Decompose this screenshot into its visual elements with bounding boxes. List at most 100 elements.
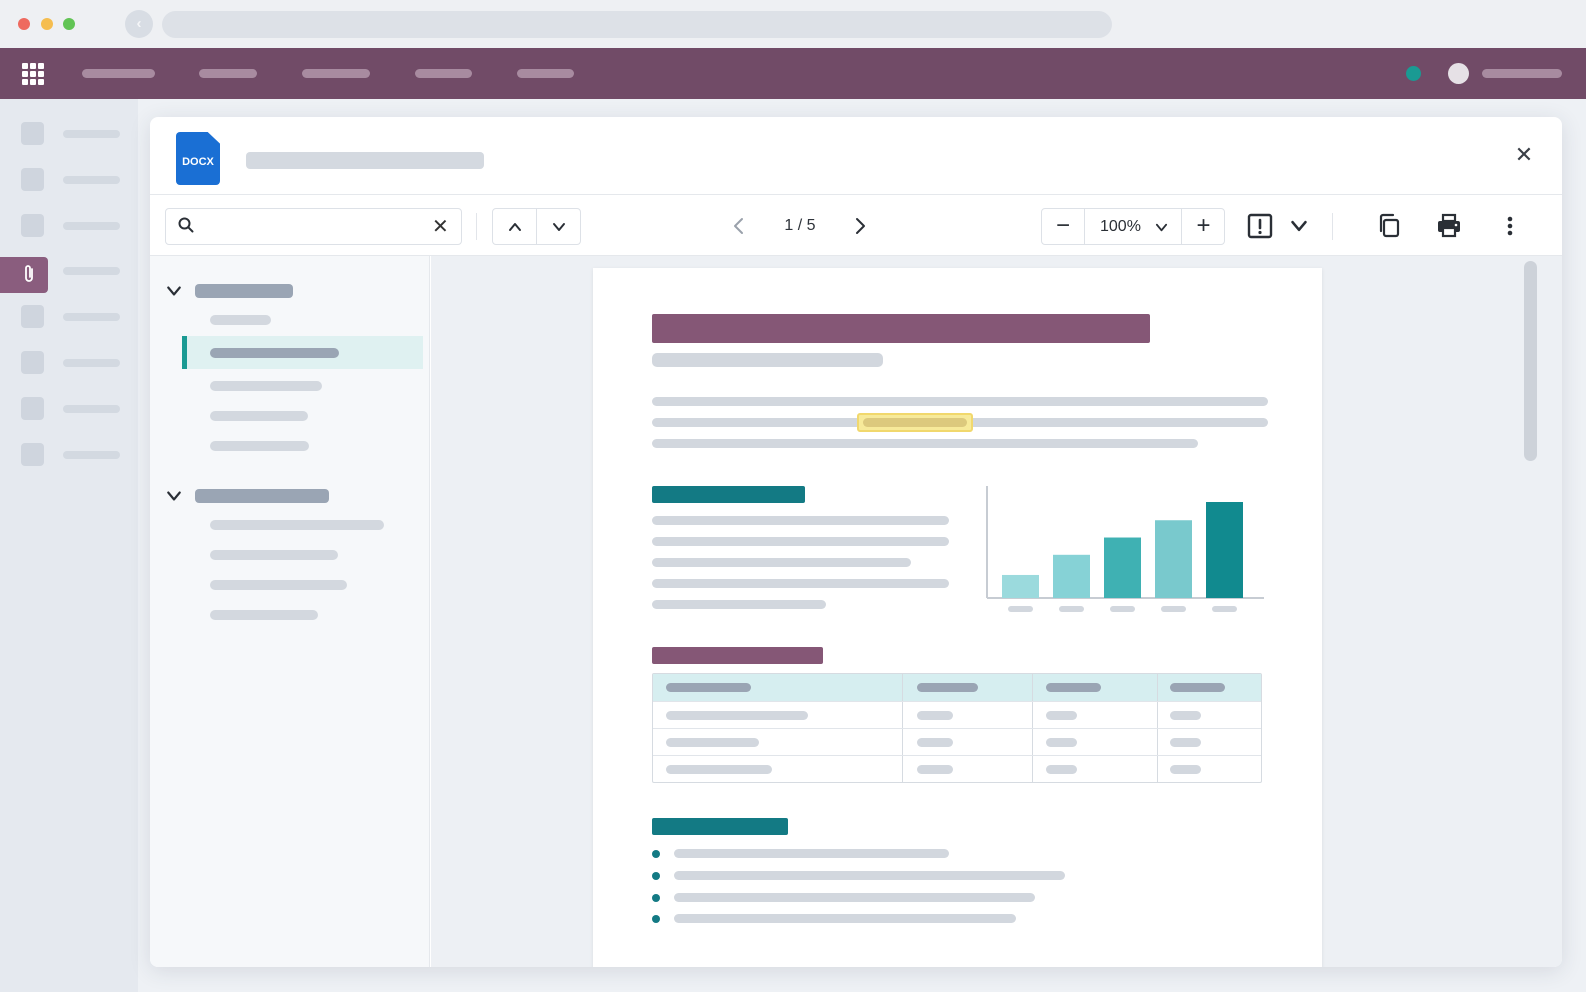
outline-item[interactable] <box>210 315 271 325</box>
chevron-left-icon[interactable] <box>729 216 749 236</box>
document-canvas <box>431 256 1562 967</box>
chart-tick-label <box>1161 606 1186 612</box>
chevron-down-icon[interactable] <box>166 488 182 504</box>
header-divider <box>150 194 1562 195</box>
chevron-down-icon <box>553 223 565 231</box>
doc-table <box>652 673 1262 783</box>
table-cell <box>1046 765 1077 774</box>
fit-page-icon[interactable] <box>1245 211 1275 241</box>
sidebar-item-icon[interactable] <box>21 397 44 420</box>
search-highlight-text <box>863 418 967 427</box>
outline-section-heading[interactable] <box>195 489 329 503</box>
outline-item[interactable] <box>210 381 322 391</box>
chart-tick-label <box>1008 606 1033 612</box>
print-icon[interactable] <box>1436 212 1462 240</box>
zoom-level: 100% <box>1100 218 1141 235</box>
search-icon <box>178 217 194 233</box>
close-icon[interactable]: ✕ <box>1514 142 1534 167</box>
sidebar-item-icon[interactable] <box>21 443 44 466</box>
apps-grid-icon[interactable] <box>22 63 44 85</box>
chevron-down-icon <box>1155 223 1168 232</box>
chart-bar <box>1053 554 1090 598</box>
outline-item[interactable] <box>210 550 338 560</box>
outline-item[interactable] <box>210 580 347 590</box>
bullet-point <box>652 850 660 858</box>
sidebar-item-icon[interactable] <box>21 168 44 191</box>
chart-tick-label <box>1212 606 1237 612</box>
sidebar-item-label <box>63 359 120 367</box>
doc-list-item <box>674 871 1065 880</box>
chart-tick-label <box>1059 606 1084 612</box>
outline-item[interactable] <box>210 610 318 620</box>
outline-item[interactable] <box>210 441 309 451</box>
chevron-down-icon[interactable] <box>1290 217 1308 235</box>
plus-icon[interactable]: + <box>1181 209 1225 244</box>
table-cell <box>666 738 759 747</box>
sidebar-item-label <box>63 451 120 459</box>
topbar-menu-item[interactable] <box>517 69 574 78</box>
zoom-select[interactable]: 100% <box>1085 209 1181 244</box>
chevron-down-icon[interactable] <box>166 283 182 299</box>
table-cell <box>666 711 808 720</box>
back-icon[interactable]: ‹ <box>125 10 153 38</box>
doc-list-item <box>674 893 1035 902</box>
minus-icon[interactable]: − <box>1042 209 1085 244</box>
sidebar-item-icon[interactable] <box>21 351 44 374</box>
table-cell <box>1170 711 1201 720</box>
doc-title-heading <box>652 314 1150 343</box>
sidebar-item-label <box>63 405 120 413</box>
doc-section-heading <box>652 486 805 503</box>
doc-list-item <box>674 849 949 858</box>
window-minimize-dot[interactable] <box>41 18 53 30</box>
outline-item[interactable] <box>210 520 384 530</box>
toolbar-separator <box>476 213 477 240</box>
doc-bar-chart <box>986 486 1264 612</box>
outline-item-active-label <box>210 348 339 358</box>
document-page <box>593 268 1322 967</box>
copy-icon[interactable] <box>1376 212 1402 240</box>
page-indicator: 1 / 5 <box>784 217 816 234</box>
docx-file-icon: DOCX <box>176 132 220 185</box>
user-name[interactable] <box>1482 69 1562 78</box>
bullet-point <box>652 872 660 880</box>
sidebar-item-icon[interactable] <box>21 122 44 145</box>
doc-section-heading <box>652 647 823 664</box>
outline-section-heading[interactable] <box>195 284 293 298</box>
outline-item[interactable] <box>210 411 308 421</box>
chart-bar <box>1002 574 1039 598</box>
avatar[interactable] <box>1448 63 1469 84</box>
window-close-dot[interactable] <box>18 18 30 30</box>
next-result-button[interactable] <box>537 209 581 244</box>
table-header-cell <box>1170 683 1225 692</box>
doc-text-line <box>652 397 1268 406</box>
topbar-menu-item[interactable] <box>302 69 370 78</box>
chart-bar <box>1155 520 1192 598</box>
document-viewer-modal: DOCX ✕ ✕ 1 / 5 − 100% + <box>150 117 1562 967</box>
search-input[interactable] <box>206 217 416 237</box>
outline-panel <box>150 256 430 967</box>
doc-text-line <box>652 516 949 525</box>
sidebar-item-icon[interactable] <box>21 305 44 328</box>
topbar-menu-item[interactable] <box>82 69 155 78</box>
scrollbar[interactable] <box>1524 261 1537 461</box>
chevron-up-icon <box>509 223 521 231</box>
topbar-menu-item[interactable] <box>415 69 472 78</box>
more-vertical-icon[interactable] <box>1500 213 1520 239</box>
search-box: ✕ <box>165 208 462 245</box>
sidebar-item-attachments[interactable] <box>0 257 48 293</box>
window-maximize-dot[interactable] <box>63 18 75 30</box>
topbar-menu-item[interactable] <box>199 69 257 78</box>
previous-result-button[interactable] <box>493 209 537 244</box>
table-cell <box>917 711 953 720</box>
chart-tick-label <box>1110 606 1135 612</box>
table-header-cell <box>917 683 978 692</box>
sidebar-item-icon[interactable] <box>21 214 44 237</box>
chevron-right-icon[interactable] <box>850 216 870 236</box>
table-header-cell <box>666 683 751 692</box>
app-sidebar <box>0 99 138 992</box>
bullet-point <box>652 915 660 923</box>
clear-icon[interactable]: ✕ <box>432 216 449 238</box>
doc-list-item <box>674 914 1016 923</box>
address-bar[interactable] <box>162 11 1112 38</box>
doc-text-line <box>652 537 949 546</box>
